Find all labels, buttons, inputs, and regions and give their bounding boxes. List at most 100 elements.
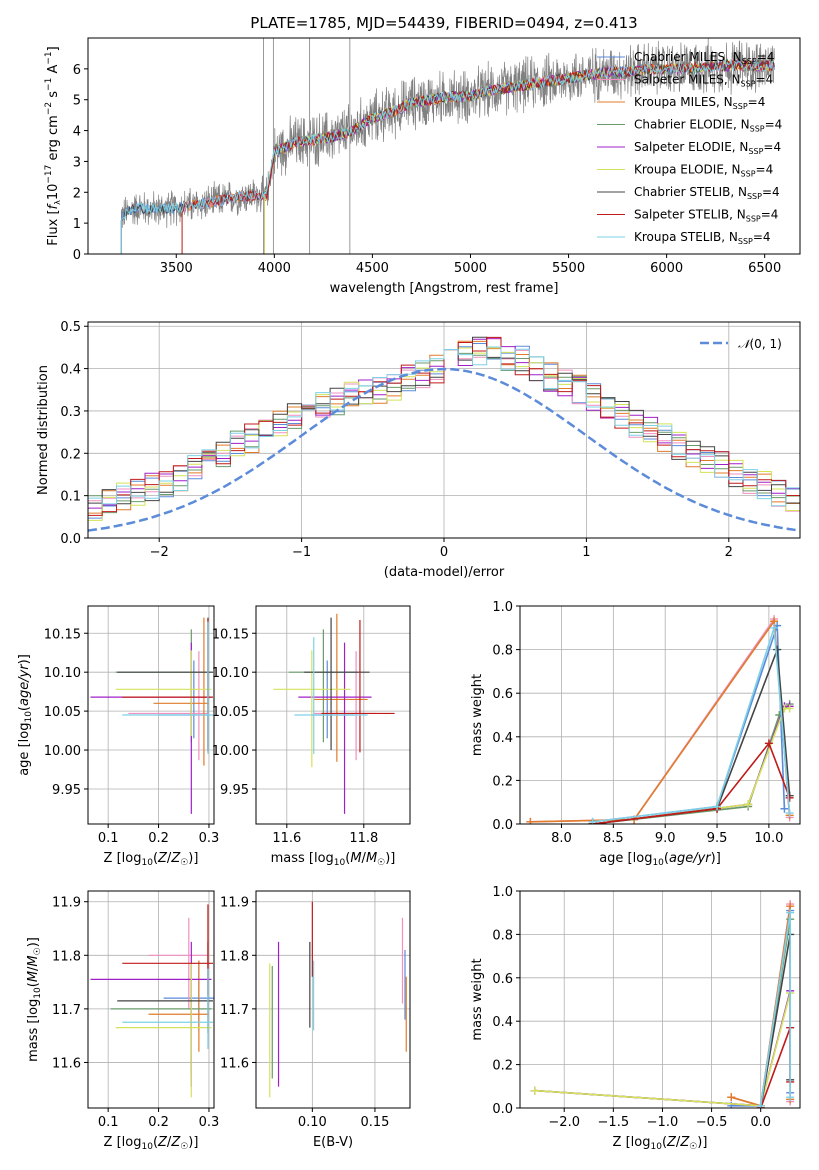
- y-tick-label: 10.10: [44, 666, 81, 681]
- x-tick-label: 0: [440, 545, 448, 560]
- x-tick-label: 1: [582, 545, 590, 560]
- weights_vs_Z-plot-area: [530, 900, 795, 1108]
- panel-age-vs-mass: 11.6 11.8 9.95 10.00 10.05 10.10 10.15 mass [lo…: [212, 605, 411, 868]
- legend-entry: Kroupa STELIB, NSSP=4: [634, 230, 771, 246]
- y-tick-label: 6: [73, 63, 81, 78]
- legend-entry: Chabrier STELIB, NSSP=4: [634, 185, 780, 201]
- weights-marker: [588, 817, 597, 824]
- errorbar-point-chabrier-elodie: [115, 629, 212, 743]
- age_vs_mass-plot-area: [273, 613, 395, 814]
- x-tick-label: 6000: [650, 261, 683, 276]
- y-axis-label: mass weight: [470, 674, 485, 756]
- y-tick-label: 2: [73, 186, 81, 201]
- panel-residuals: −2 −1 0 1 2 0.0 0.1 0.2 0.3 0.4 0.5 𝒩(0, 1) (data-mo…: [36, 320, 801, 580]
- y-tick-label: 0.6: [492, 687, 513, 702]
- errorbar-point-chabrier-elodie: [110, 966, 212, 1074]
- weights-marker: [785, 704, 794, 713]
- y-tick-label: 0.6: [492, 972, 513, 987]
- x-tick-label: −1.0: [647, 1115, 679, 1130]
- axes-frame-residuals: [87, 321, 801, 539]
- panel-mass-vs-EBV: 0.10 0.15 11.6 11.7 11.8 11.9 E(B-V): [220, 890, 411, 1150]
- x-tick-label: 0.1: [98, 831, 119, 846]
- errorbar-point-kroupa-miles: [313, 613, 368, 762]
- y-tick-label: 1.0: [492, 600, 513, 615]
- ticks-age_vs_Z: 0.1 0.2 0.3 9.95 10.00 10.05 10.10 10.15: [44, 627, 220, 846]
- mass_vs_Z-plot-area: [90, 904, 214, 1098]
- residual-histogram-chabrier-stelib: [88, 336, 800, 526]
- x-tick-label: 9.0: [655, 831, 676, 846]
- x-tick-label: 4500: [356, 261, 389, 276]
- y-tick-label: 4: [73, 125, 81, 140]
- ticks-mass_vs_EBV: 0.10 0.15 11.6 11.7 11.8 11.9: [220, 896, 389, 1130]
- x-tick-label: 0.15: [360, 1115, 389, 1130]
- y-tick-label: 3: [73, 155, 81, 170]
- weights-marker: [770, 623, 779, 632]
- ticks-mass_vs_Z: 0.1 0.2 0.3 11.6 11.7 11.8 11.9: [52, 896, 219, 1130]
- weights-series-kroupa-stelib: [756, 908, 795, 1108]
- y-axis-label: Normed distribution: [36, 365, 51, 495]
- weights-marker: [785, 809, 794, 818]
- axes-frame-weights_vs_Z: [519, 890, 801, 1109]
- errorbar-point-kroupa-elodie: [115, 963, 212, 1098]
- errorbar-point-kroupa-miles: [153, 617, 209, 766]
- legend-entry: Kroupa MILES, NSSP=4: [634, 95, 765, 111]
- x-tick-label: 11.8: [349, 831, 378, 846]
- x-axis-label: Z [log10(Z/Z☉)]: [104, 1135, 199, 1152]
- weights-marker: [786, 1093, 795, 1102]
- y-tick-label: 11.6: [52, 1056, 81, 1071]
- x-tick-label: −1: [292, 545, 311, 560]
- spectrum-plot-area: [120, 38, 775, 254]
- y-tick-label: 11.9: [52, 896, 81, 911]
- x-tick-label: −2: [150, 545, 169, 560]
- errorbar-point-kroupa-miles: [148, 960, 209, 1052]
- weights-line: [592, 741, 791, 824]
- residual-histogram-chabrier-elodie: [88, 349, 800, 514]
- x-tick-label: 6500: [748, 261, 781, 276]
- weights-marker: [785, 793, 794, 802]
- x-tick-label: −2.0: [548, 1115, 580, 1130]
- weights-marker: [764, 739, 773, 748]
- y-tick-label: 0.8: [492, 928, 513, 943]
- axes-frame-mass_vs_EBV: [255, 890, 411, 1109]
- y-tick-label: 0.0: [492, 818, 513, 833]
- residual-histogram-kroupa-elodie: [88, 347, 800, 521]
- weights-marker: [773, 645, 782, 654]
- y-tick-label: 10.00: [212, 744, 249, 759]
- weights-line: [592, 625, 786, 823]
- x-tick-label: 2: [725, 545, 733, 560]
- panel-weights-vs-Z: −2.0 −1.5 −1.0 −0.5 0.0 0.0 0.2 0.4 0.6 0.8 1.0 Z […: [470, 885, 801, 1152]
- x-axis-label: Z [log10(Z/Z☉)]: [613, 1135, 708, 1152]
- weights-line: [759, 1027, 791, 1108]
- legend-entry: Salpeter MILES, NSSP=4: [634, 73, 773, 89]
- x-tick-label: 11.6: [272, 831, 301, 846]
- mass_vs_EBV-plot-area: [269, 901, 407, 1098]
- axes-frame-weights_vs_age: [519, 605, 801, 825]
- grid-weights_vs_Z: [520, 890, 800, 1109]
- axes-frame-spectrum: [87, 37, 801, 255]
- y-tick-label: 10.10: [212, 666, 249, 681]
- panel-spectrum: 3500 4000 4500 5000 5500 6000 6500 0 1 2 3 4 5 6 Chabr…: [44, 37, 801, 296]
- y-tick-label: 0.2: [60, 447, 81, 462]
- grid-mass_vs_Z: [88, 891, 214, 1108]
- x-tick-label: −0.5: [696, 1115, 728, 1130]
- ticks-age_vs_mass: 11.6 11.8 9.95 10.00 10.05 10.10 10.15: [212, 627, 378, 846]
- errorbar-point-chabrier-stelib: [304, 617, 370, 751]
- y-tick-label: 10.00: [44, 744, 81, 759]
- x-tick-label: 0.3: [199, 831, 220, 846]
- weights-series-chabrier-miles: [588, 621, 789, 824]
- y-tick-label: 11.8: [220, 949, 249, 964]
- x-tick-label: 9.5: [707, 831, 728, 846]
- y-tick-label: 10.05: [44, 705, 81, 720]
- x-axis-label: age [log10(age/yr)]: [599, 851, 721, 868]
- y-tick-label: 0.8: [492, 644, 513, 659]
- x-tick-label: 8.5: [603, 831, 624, 846]
- y-tick-label: 11.8: [52, 949, 81, 964]
- x-tick-label: 0.1: [98, 1115, 119, 1130]
- panel-mass-vs-Z: 0.1 0.2 0.3 11.6 11.7 11.8 11.9 Z [log10(Z/Z☉)]…: [26, 890, 219, 1152]
- y-tick-label: 9.95: [220, 783, 249, 798]
- weights-marker: [744, 800, 753, 809]
- weights-series-salpeter-miles: [526, 615, 794, 824]
- errorbar-point-salpeter-miles: [128, 651, 209, 761]
- x-axis-label: (data-model)/error: [384, 565, 505, 580]
- legend-spectrum: Chabrier MILES, NSSP=4 Salpeter MILES, NS…: [597, 50, 782, 246]
